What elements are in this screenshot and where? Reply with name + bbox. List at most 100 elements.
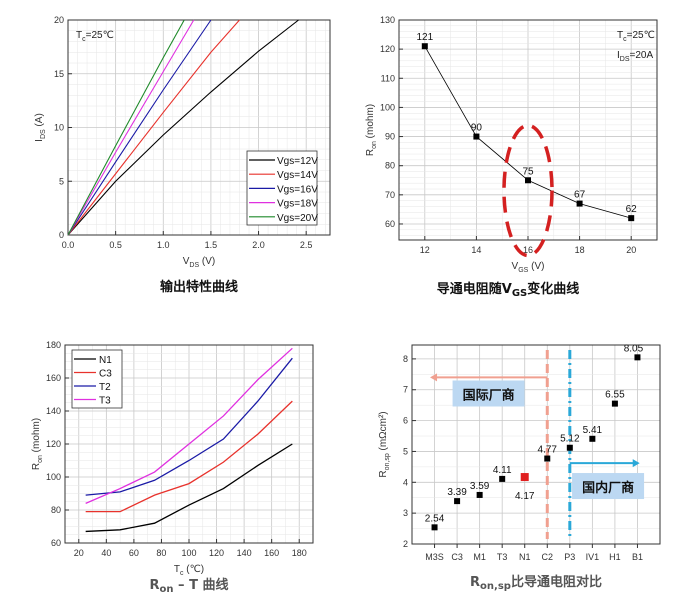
x-tick-label: 0.0 — [62, 240, 75, 250]
x-axis-label-rest: (V) — [528, 261, 544, 272]
condition-annotation-temp-main: T — [617, 30, 623, 41]
data-point — [566, 444, 573, 451]
y-axis-label-rest: (A) — [34, 113, 45, 129]
arrow-right-head — [632, 459, 640, 468]
series-line — [85, 357, 293, 496]
data-label: 121 — [416, 32, 433, 43]
data-label: 3.39 — [447, 487, 467, 498]
chart-title: 导通电阻随VGS变化曲线 — [437, 281, 580, 299]
data-point — [421, 43, 428, 50]
y-tick-label: 60 — [385, 219, 395, 229]
condition-annotation-main: T — [76, 30, 82, 41]
series-line — [85, 347, 293, 504]
y-tick-label: 160 — [46, 373, 61, 383]
chart-4: 2 3 4 5 6 7 8 M3S C3 M1 T3 N1 C2 P3 IV1 H1 B1 Ron,sp (mΩc… — [378, 343, 661, 592]
x-tick-label: C3 — [451, 552, 463, 562]
y-tick-label: 110 — [381, 73, 395, 83]
legend-label: C3 — [99, 369, 112, 380]
x-tick-label: H1 — [609, 552, 621, 562]
legend-label: T2 — [99, 382, 111, 393]
data-label: 62 — [626, 204, 638, 215]
data-label: 4.11 — [493, 465, 512, 476]
data-label: 90 — [471, 123, 483, 134]
data-label: 4.77 — [538, 445, 558, 456]
condition-annotation-temp-sub: c — [623, 36, 627, 43]
legend-label: Vgs=20V — [277, 213, 318, 224]
data-label: 2.54 — [425, 513, 445, 524]
data-point — [576, 200, 583, 207]
chart-title: Ron – T 曲线 — [150, 577, 229, 595]
condition-annotation-current-sub: DS — [620, 56, 630, 63]
x-axis-label-rest: (℃) — [183, 564, 204, 575]
data-point — [589, 435, 596, 442]
x-tick-label: 100 — [181, 548, 196, 558]
x-axis-label-main: V — [512, 261, 519, 272]
arrow-left-head — [430, 373, 438, 382]
data-label: 67 — [574, 190, 586, 201]
chart-title-sub: GS — [512, 288, 527, 299]
plot-frame — [411, 344, 661, 545]
y-tick-label: 5 — [59, 176, 64, 186]
y-axis-label-main: R — [31, 463, 42, 470]
gridlines — [412, 345, 661, 545]
x-axis-label-main: V — [183, 256, 190, 267]
condition-annotation-temp-rest: =25℃ — [627, 30, 655, 41]
x-tick-label: B1 — [632, 552, 643, 562]
condition-annotation-temp: Tc=25℃ — [617, 30, 655, 43]
x-axis-label-sub: c — [180, 570, 184, 577]
y-tick-label: 120 — [380, 44, 395, 54]
data-label: 75 — [522, 166, 534, 177]
chart-3: 60 80 100 120 140 160 180 20 40 60 80 100 120 140 160 1… — [31, 340, 314, 595]
series-line — [67, 19, 299, 236]
data-label: 5.12 — [560, 434, 580, 445]
data-point — [431, 524, 438, 531]
data-label: 5.41 — [583, 425, 603, 436]
legend-box — [71, 349, 123, 409]
condition-annotation: Tc=25℃ — [76, 30, 114, 43]
legend-label: Vgs=12V — [277, 156, 318, 167]
y-tick-label: 140 — [46, 406, 61, 416]
x-tick-label: C2 — [542, 552, 554, 562]
legend: N1 C3 T2 T3 — [71, 349, 123, 409]
x-tick-label: 180 — [292, 548, 307, 558]
condition-annotation-sub: c — [82, 36, 86, 43]
y-axis-label: Ron (mohm) — [365, 104, 378, 156]
y-tick-label: 20 — [54, 15, 64, 25]
y-tick-label: 100 — [380, 102, 395, 112]
y-tick-label: 60 — [51, 538, 61, 548]
x-axis-label: Tc (℃) — [174, 564, 204, 577]
x-tick-label: 2.0 — [252, 240, 265, 250]
series-line — [67, 19, 185, 236]
series-line — [85, 400, 293, 513]
y-tick-label: 15 — [54, 69, 64, 79]
data-label: 6.55 — [605, 390, 625, 401]
y-axis-label: Ron,sp (mΩcm²) — [378, 411, 391, 477]
data-label-highlight: 4.17 — [515, 491, 535, 502]
x-axis-label-main: T — [174, 564, 180, 575]
legend-label: N1 — [99, 355, 112, 366]
x-tick-label: 14 — [471, 245, 481, 255]
x-tick-label: 16 — [523, 245, 533, 255]
data-point — [611, 400, 618, 407]
x-tick-label: 40 — [101, 548, 111, 558]
y-tick-label: 80 — [51, 505, 61, 515]
x-tick-label: 0.5 — [109, 240, 122, 250]
x-tick-label: 2.5 — [300, 240, 313, 250]
chart-title-sub: on — [160, 584, 174, 595]
chart-title-rest: 变化曲线 — [527, 281, 579, 297]
data-point — [628, 215, 635, 222]
data-point — [473, 133, 480, 140]
y-axis-label-main: R — [365, 149, 376, 156]
x-tick-label: 160 — [264, 548, 279, 558]
series-line — [67, 19, 240, 236]
y-tick-label: 180 — [46, 340, 61, 350]
y-tick-label: 130 — [380, 15, 395, 25]
x-tick-label: 60 — [129, 548, 139, 558]
x-axis-label-sub: DS — [189, 262, 199, 269]
group-label-box — [452, 380, 525, 407]
x-tick-label: M3S — [425, 552, 444, 562]
data-label: 3.59 — [470, 481, 490, 492]
